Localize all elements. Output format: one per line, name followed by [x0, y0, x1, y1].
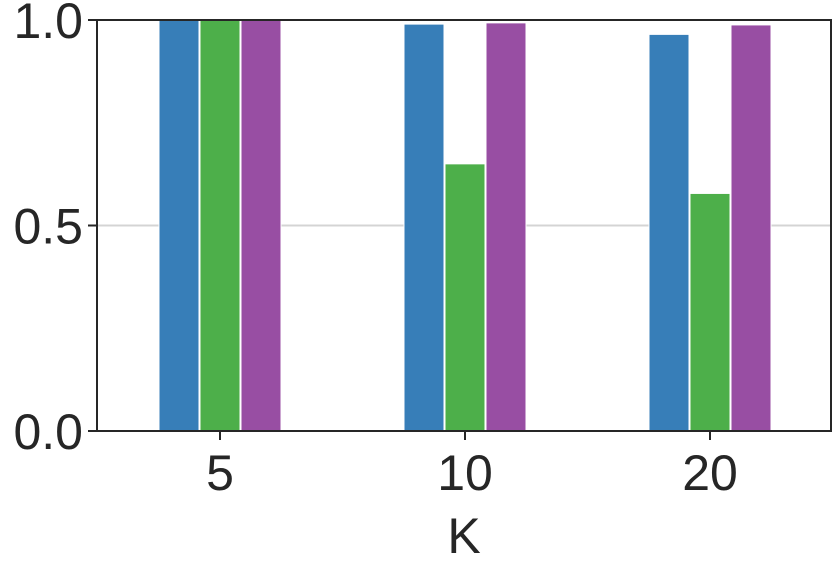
bar-series-1-5	[158, 19, 200, 432]
y-tick-label: 0.5	[13, 199, 83, 255]
tick-labels: 0.0 0.5 1.0 5 10 20	[13, 0, 737, 501]
bar-series-2-20	[689, 192, 731, 432]
axes	[88, 19, 832, 440]
y-tick-label: 1.0	[13, 0, 83, 49]
bars	[158, 19, 772, 432]
bar-series-1-20	[648, 33, 690, 432]
x-tick-label: 20	[682, 445, 738, 501]
y-tick-label: 0.0	[13, 404, 83, 460]
bar-series-3-10	[485, 22, 527, 432]
bar-series-3-5	[240, 19, 282, 432]
x-tick-label: 5	[206, 445, 234, 501]
bar-series-2-5	[199, 19, 241, 432]
x-axis-label: K	[447, 508, 480, 564]
bar-series-1-10	[403, 23, 445, 432]
bar-series-2-10	[444, 163, 486, 432]
x-tick-label: 10	[437, 445, 493, 501]
bar-series-3-20	[730, 24, 772, 432]
